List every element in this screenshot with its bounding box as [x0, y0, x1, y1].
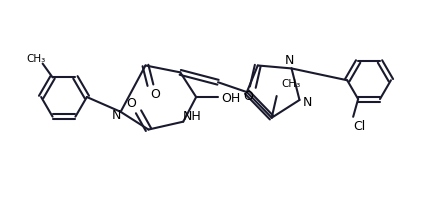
Text: N: N: [285, 54, 294, 67]
Text: N: N: [303, 97, 312, 110]
Text: O: O: [150, 87, 160, 100]
Text: CH₃: CH₃: [26, 54, 45, 64]
Text: N: N: [112, 109, 122, 122]
Text: NH: NH: [183, 110, 202, 123]
Text: Cl: Cl: [353, 120, 365, 133]
Text: O: O: [243, 89, 253, 102]
Text: CH₃: CH₃: [281, 79, 300, 89]
Text: O: O: [126, 98, 137, 111]
Text: OH: OH: [221, 92, 240, 104]
